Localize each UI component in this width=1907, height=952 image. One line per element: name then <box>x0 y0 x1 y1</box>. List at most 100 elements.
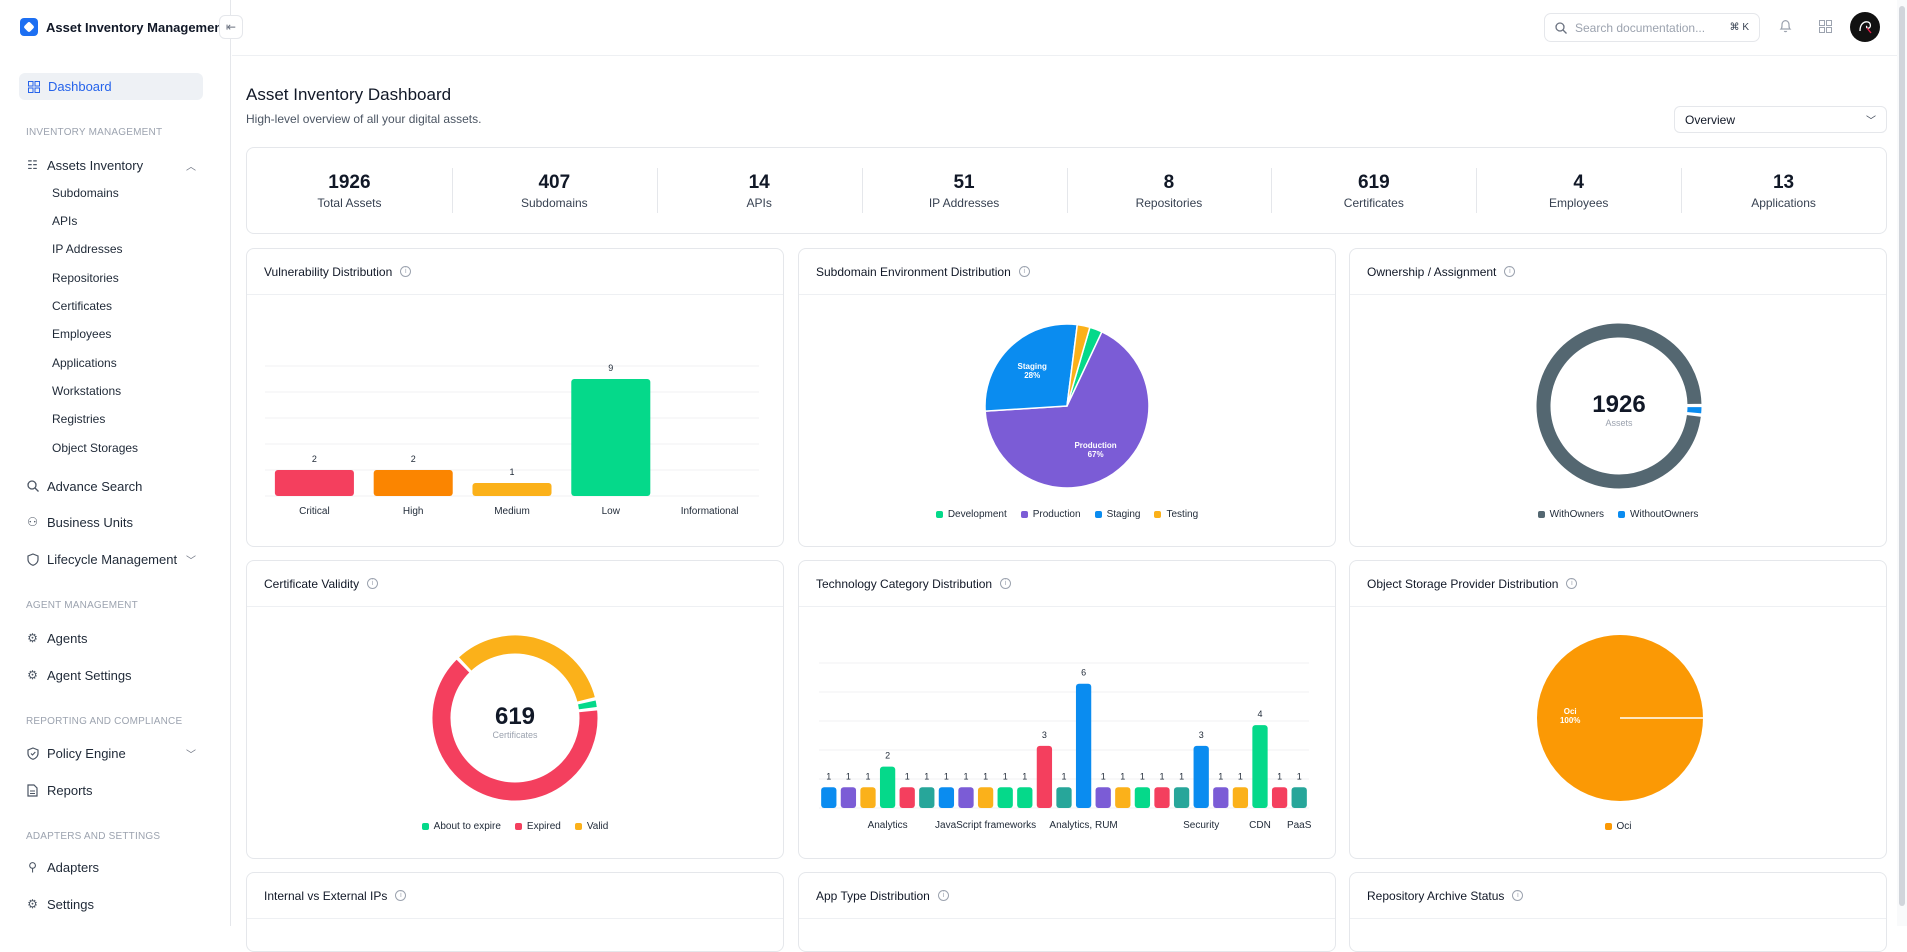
legend-item[interactable]: Expired <box>514 821 561 832</box>
bar <box>1154 787 1170 808</box>
app-title: Asset Inventory Management <box>46 19 227 35</box>
legend-swatch <box>1154 511 1162 518</box>
sidebar-item-dashboard[interactable]: Dashboard <box>19 73 203 100</box>
sidebar-sub-object-storages[interactable]: Object Storages <box>52 441 139 455</box>
info-icon[interactable]: i <box>395 890 407 901</box>
bar <box>1056 787 1072 808</box>
sidebar-sub-apis[interactable]: APIs <box>52 214 78 228</box>
stat-value: 407 <box>538 171 571 193</box>
sidebar-item-business-units[interactable]: ⚇ Business Units <box>26 512 196 532</box>
sidebar-sub-applications[interactable]: Applications <box>52 356 117 370</box>
legend-label: Testing <box>1166 509 1199 520</box>
bar-value-label: 1 <box>1061 771 1066 781</box>
view-select[interactable]: Overview ﹀ <box>1674 106 1887 133</box>
stat-value: 13 <box>1772 171 1795 193</box>
collapse-sidebar-button[interactable]: ⇤ <box>219 15 243 39</box>
brand[interactable]: Asset Inventory Management <box>20 16 227 38</box>
slice-label: Staging <box>1018 362 1047 371</box>
sidebar-item-policy-engine[interactable]: Policy Engine ﹀ <box>26 743 196 763</box>
info-icon[interactable]: i <box>1566 578 1578 589</box>
sidebar-sub-subdomains[interactable]: Subdomains <box>52 186 119 200</box>
sidebar-item-assets-inventory[interactable]: ☷ Assets Inventory ︿ <box>26 155 196 175</box>
legend-item[interactable]: Development <box>935 509 1007 520</box>
bar <box>1252 725 1268 808</box>
sidebar-item-reports[interactable]: Reports <box>26 780 196 800</box>
info-icon[interactable]: i <box>937 890 949 901</box>
section-reporting: REPORTING AND COMPLIANCE <box>26 716 183 727</box>
page-title: Asset Inventory Dashboard <box>246 85 452 104</box>
sidebar-sub-repositories[interactable]: Repositories <box>52 271 119 285</box>
x-tick-label: High <box>403 506 424 517</box>
stat-value: 8 <box>1163 171 1175 193</box>
legend-item[interactable]: About to expire <box>421 821 501 832</box>
card-title: App Type Distribution <box>816 888 930 903</box>
bar-value-label: 1 <box>1120 771 1125 781</box>
avatar[interactable] <box>1850 12 1880 42</box>
card-header: Repository Archive Status i <box>1350 873 1886 919</box>
legend-item[interactable]: Valid <box>574 821 608 832</box>
section-adapters: ADAPTERS AND SETTINGS <box>26 831 161 842</box>
sidebar-item-label: Assets Inventory <box>47 157 144 173</box>
sidebar-item-settings[interactable]: ⚙ Settings <box>26 894 196 914</box>
info-icon[interactable]: i <box>367 578 379 589</box>
sidebar: Asset Inventory Management Dashboard INV… <box>0 0 231 926</box>
shield-check-icon <box>26 746 39 760</box>
sidebar-item-label: Advance Search <box>47 478 143 494</box>
legend-item[interactable]: Staging <box>1094 509 1140 520</box>
sidebar-sub-registries[interactable]: Registries <box>52 412 106 426</box>
card-app-type-distribution: App Type Distribution i <box>798 872 1336 952</box>
sidebar-sub-ip-addresses[interactable]: IP Addresses <box>52 242 123 256</box>
sidebar-item-label: Adapters <box>47 859 100 875</box>
bar <box>1095 787 1111 808</box>
info-icon[interactable]: i <box>1000 578 1012 589</box>
legend-item[interactable]: Production <box>1020 509 1081 520</box>
bar <box>1291 787 1307 808</box>
slice-label: Oci <box>1564 707 1577 716</box>
bar-value-label: 1 <box>1218 771 1223 781</box>
sidebar-item-adapters[interactable]: ⚲ Adapters <box>26 857 196 877</box>
x-tick-label: Critical <box>299 506 330 517</box>
legend-item[interactable]: WithOwners <box>1537 509 1604 520</box>
legend-swatch <box>1618 511 1626 518</box>
sidebar-item-label: Policy Engine <box>47 745 126 761</box>
page-scrollbar[interactable] <box>1897 0 1907 926</box>
bar-value-label: 1 <box>509 467 514 477</box>
bar-value-label: 6 <box>1081 668 1086 678</box>
search-input[interactable]: Search documentation... ⌘ K <box>1544 13 1760 42</box>
legend-item[interactable]: WithoutOwners <box>1618 509 1698 520</box>
info-icon[interactable]: i <box>1504 266 1516 277</box>
sidebar-item-lifecycle[interactable]: Lifecycle Management ﹀ <box>26 549 196 569</box>
notifications-button[interactable] <box>1777 18 1793 34</box>
slice-percent-label: 67% <box>1088 450 1104 459</box>
scrollbar-thumb[interactable] <box>1899 6 1905 906</box>
bar-value-label: 1 <box>865 771 870 781</box>
sidebar-item-agents[interactable]: ⚙ Agents <box>26 628 196 648</box>
card-internal-external-ips: Internal vs External IPs i <box>246 872 784 952</box>
donut-slice <box>431 658 599 802</box>
info-icon[interactable]: i <box>1018 266 1030 277</box>
info-icon[interactable]: i <box>400 266 412 277</box>
sidebar-sub-workstations[interactable]: Workstations <box>52 384 122 398</box>
stat-applications: 13 Applications <box>1681 167 1886 213</box>
bar-value-label: 1 <box>1179 771 1184 781</box>
bar <box>860 787 876 808</box>
legend-item[interactable]: Oci <box>1604 821 1632 832</box>
apps-button[interactable] <box>1817 18 1833 34</box>
section-inventory: INVENTORY MANAGEMENT <box>26 127 163 138</box>
donut-center-value: 619 <box>495 703 535 730</box>
sidebar-sub-employees[interactable]: Employees <box>52 327 112 341</box>
sidebar-item-agent-settings[interactable]: ⚙ Agent Settings <box>26 665 196 685</box>
stat-label: APIs <box>746 195 772 210</box>
sidebar-sub-certificates[interactable]: Certificates <box>52 299 113 313</box>
donut-slice <box>576 699 598 711</box>
sidebar-item-advance-search[interactable]: Advance Search <box>26 476 196 496</box>
bar-value-label: 1 <box>826 771 831 781</box>
card-title: Ownership / Assignment <box>1367 264 1497 279</box>
legend-item[interactable]: Testing <box>1154 509 1198 520</box>
info-icon[interactable]: i <box>1512 890 1524 901</box>
sidebar-item-label: Reports <box>47 782 93 798</box>
legend-swatch <box>514 823 522 830</box>
bar <box>997 787 1013 808</box>
x-tick-label: JavaScript frameworks <box>935 820 1036 831</box>
view-select-value: Overview <box>1685 112 1736 127</box>
